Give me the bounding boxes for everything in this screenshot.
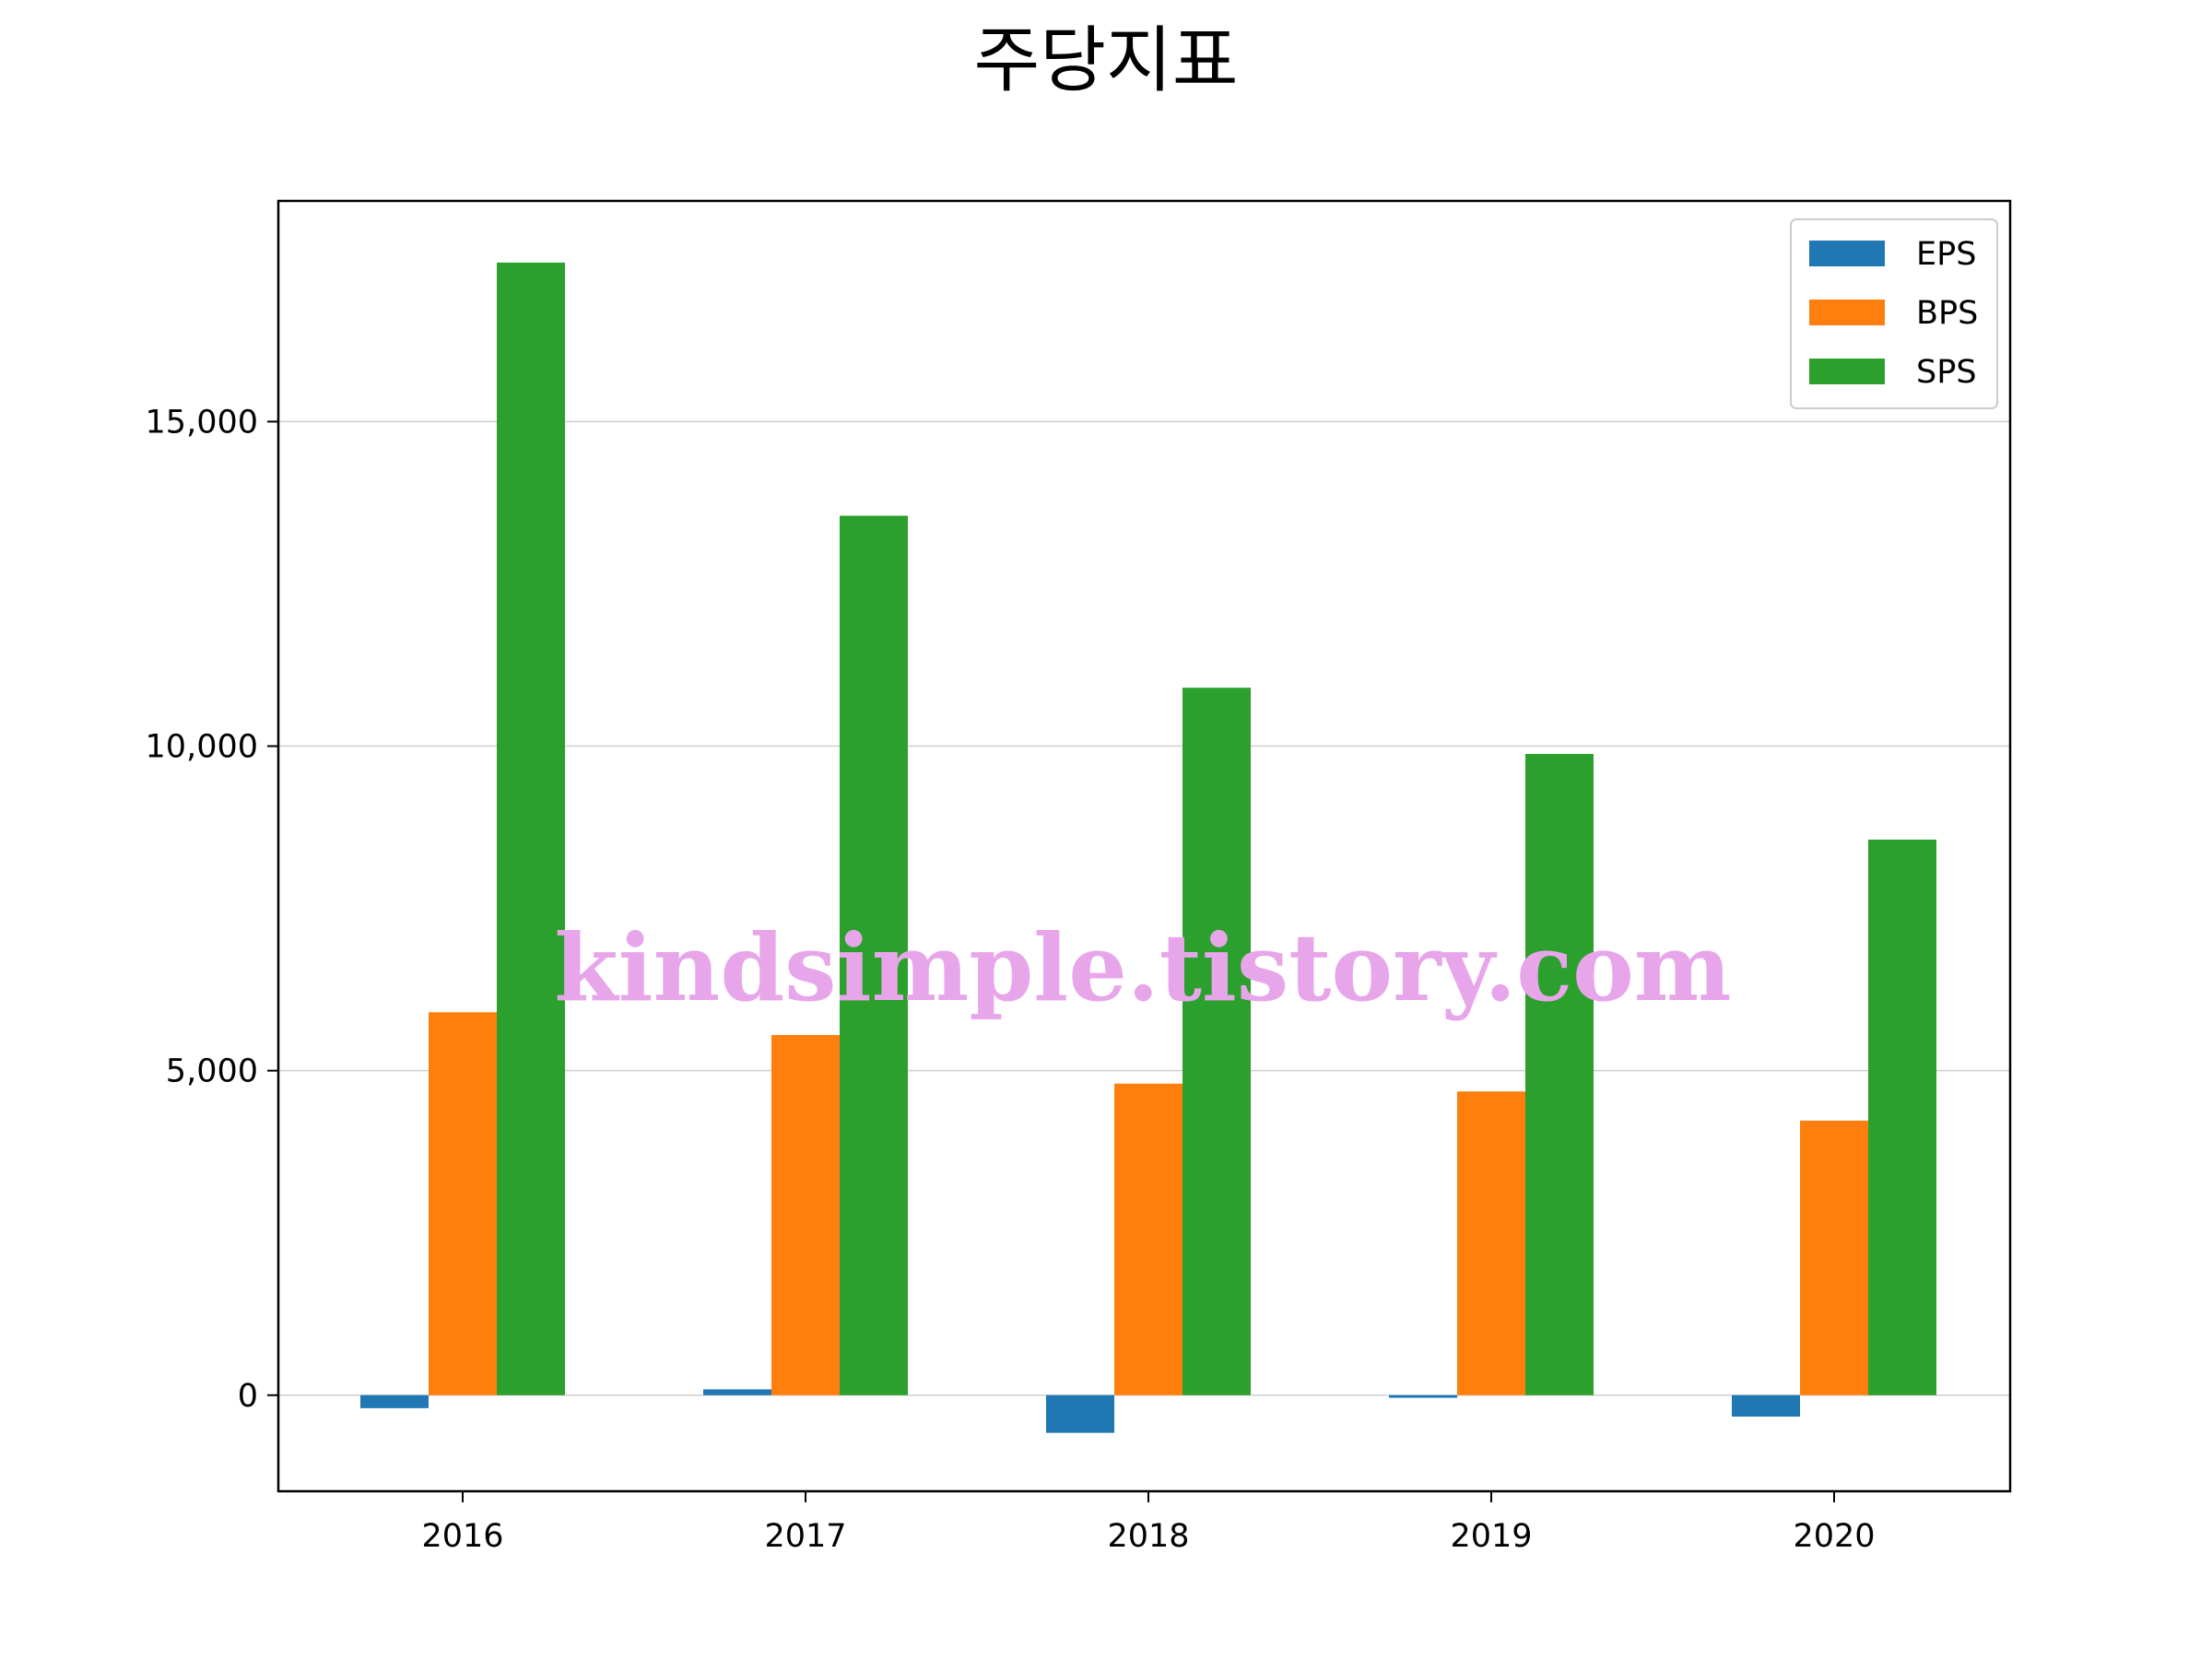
- bar-sps-2020: [1868, 839, 1936, 1395]
- bar-eps-2017: [703, 1389, 771, 1395]
- x-tick-label: 2017: [764, 1518, 846, 1555]
- bar-bps-2018: [1114, 1083, 1182, 1395]
- bar-bps-2020: [1800, 1120, 1868, 1395]
- bar-eps-2018: [1046, 1394, 1114, 1433]
- x-axis-ticks: 2016 2017 2018 2019 2020: [421, 1491, 1876, 1555]
- y-tick-label: 10,000: [146, 729, 258, 766]
- legend-swatch-eps: [1809, 241, 1885, 266]
- bar-eps-2019: [1389, 1394, 1457, 1398]
- legend-label-eps: EPS: [1916, 236, 1976, 273]
- legend: EPS BPS SPS: [1790, 218, 1998, 409]
- y-tick-label: 5,000: [166, 1053, 258, 1090]
- bar-sps-2018: [1182, 688, 1251, 1395]
- x-tick-label: 2016: [421, 1518, 503, 1555]
- bar-sps-2017: [840, 515, 908, 1395]
- chart-title: 주당지표: [973, 19, 1238, 102]
- x-tick-label: 2020: [1793, 1518, 1875, 1555]
- legend-swatch-sps: [1809, 359, 1885, 384]
- x-tick-label: 2018: [1107, 1518, 1189, 1555]
- watermark-text: kindsimple.tistory.com: [554, 913, 1731, 1022]
- y-axis-ticks: 0 5,000 10,000 15,000: [146, 404, 278, 1415]
- bar-eps-2020: [1732, 1394, 1800, 1418]
- legend-label-bps: BPS: [1916, 295, 1978, 332]
- legend-swatch-bps: [1809, 300, 1885, 325]
- bars: [360, 262, 1936, 1433]
- x-tick-label: 2019: [1450, 1518, 1532, 1555]
- bar-bps-2016: [429, 1012, 497, 1395]
- bar-sps-2016: [497, 262, 565, 1395]
- y-tick-label: 0: [238, 1378, 258, 1415]
- bar-sps-2019: [1525, 754, 1594, 1395]
- bar-eps-2016: [360, 1394, 429, 1408]
- bar-bps-2019: [1457, 1091, 1525, 1395]
- plot-frame: [276, 199, 2012, 1493]
- y-tick-label: 15,000: [146, 404, 258, 441]
- legend-label-sps: SPS: [1916, 354, 1977, 391]
- bar-bps-2017: [771, 1034, 840, 1395]
